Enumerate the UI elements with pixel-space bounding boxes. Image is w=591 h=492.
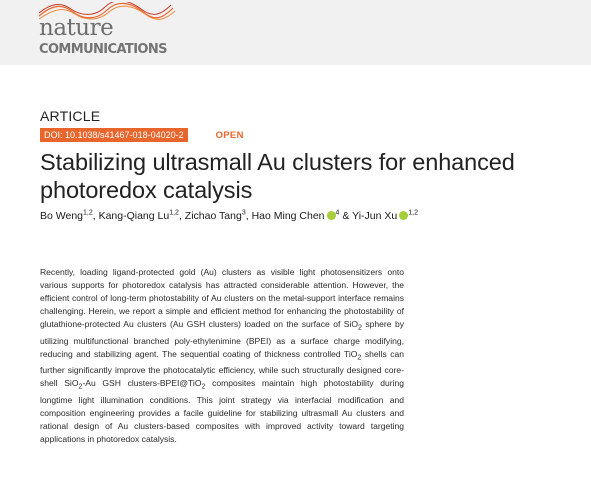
abstract-segment: shells can further significantly improve…: [40, 348, 404, 389]
author-separator: ,: [245, 210, 252, 222]
author-separator: ,: [92, 210, 99, 222]
journal-logo[interactable]: nature COMMUNICATIONS: [39, 2, 179, 62]
article-type: ARTICLE: [40, 108, 101, 124]
author-affiliation: 1,2: [169, 209, 179, 217]
abstract-text: Recently, loading ligand-protected gold …: [40, 266, 404, 446]
subscript: 2: [201, 383, 206, 392]
orcid-icon[interactable]: [399, 211, 409, 220]
open-access-badge: OPEN: [215, 129, 244, 141]
abstract-segment: sphere by utilizing multifunctional bran…: [40, 319, 404, 359]
author-name[interactable]: Zichao Tang: [184, 210, 242, 222]
author-name[interactable]: Hao Ming Chen: [251, 210, 325, 222]
orcid-icon[interactable]: [326, 211, 336, 220]
author-affiliation: 1,2: [408, 209, 418, 217]
author-affiliation: 1,2: [83, 209, 93, 217]
journal-header: nature COMMUNICATIONS: [0, 0, 591, 65]
author-name[interactable]: Bo Weng: [40, 210, 83, 222]
abstract-segment: -Au GSH clusters-BPEI@TiO: [82, 378, 202, 389]
abstract-segment: Recently, loading ligand-protected gold …: [40, 267, 404, 329]
author-name[interactable]: Kang-Qiang Lu: [98, 210, 170, 222]
logo-nature-text: nature: [39, 15, 114, 41]
subscript: 2: [357, 353, 362, 362]
doi-link[interactable]: DOI: 10.1038/s41467-018-04020-2: [40, 128, 188, 142]
author-separator: ,: [178, 210, 185, 222]
doi-row: DOI: 10.1038/s41467-018-04020-2 OPEN: [40, 128, 244, 142]
author-affiliation: 4: [335, 209, 340, 217]
author-affiliation: 3: [241, 209, 246, 217]
subscript: 2: [78, 383, 83, 392]
author-separator: &: [339, 210, 353, 222]
author-name[interactable]: Yi-Jun Xu: [352, 210, 398, 222]
subscript: 2: [358, 323, 362, 332]
abstract: Recently, loading ligand-protected gold …: [40, 266, 404, 446]
abstract-segment: composites maintain high photostability …: [40, 378, 405, 445]
logo-communications-text: COMMUNICATIONS: [39, 42, 168, 57]
wave-logo-icon: [39, 2, 176, 20]
article-title: Stabilizing ultrasmall Au clusters for e…: [40, 149, 515, 203]
author-list: Bo Weng1,2, Kang-Qiang Lu1,2, Zichao Tan…: [40, 209, 418, 223]
